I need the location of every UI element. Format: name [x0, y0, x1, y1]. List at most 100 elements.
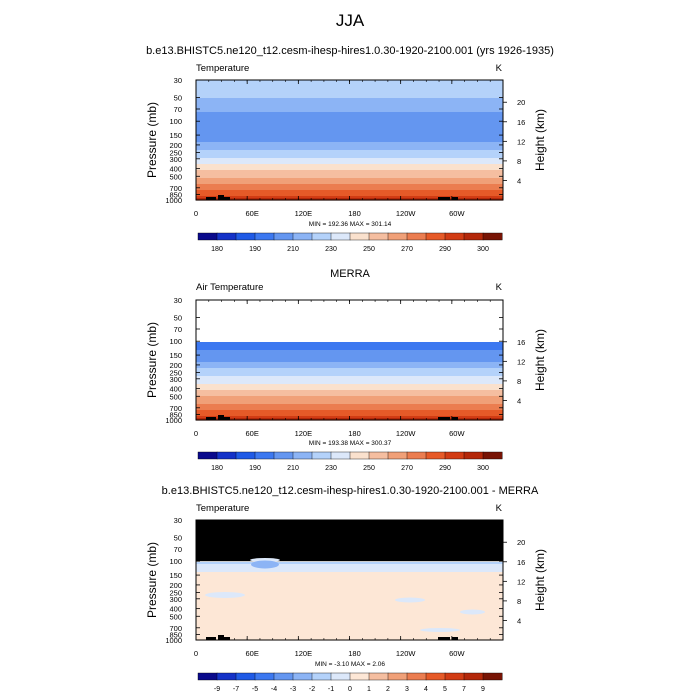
colorbar-swatch	[444, 672, 465, 681]
contour-band	[196, 570, 503, 573]
contour-band	[196, 588, 503, 591]
x-tick-label: 180	[348, 649, 361, 658]
colorbar-swatch	[368, 451, 389, 460]
colorbar-swatch	[330, 451, 351, 460]
contour-band	[196, 146, 503, 149]
contour-band	[196, 102, 503, 105]
colorbar-swatch	[197, 232, 218, 241]
contour-band	[196, 98, 503, 101]
contour-band	[196, 164, 503, 167]
colorbar-swatch	[482, 672, 503, 681]
contour-band	[196, 610, 503, 613]
anomaly-patch	[251, 560, 279, 569]
contour-band	[196, 360, 503, 363]
contour-band	[196, 628, 503, 631]
contour-band	[196, 568, 503, 571]
anomaly-patch	[460, 609, 485, 615]
colorbar-swatch	[463, 672, 484, 681]
contour-band	[196, 398, 503, 401]
x-tick-label: 120W	[396, 429, 417, 438]
contour-band	[196, 90, 503, 93]
contour-band	[196, 170, 503, 173]
contour-band	[196, 358, 503, 361]
contour-band	[196, 618, 503, 621]
colorbar-swatch	[292, 672, 313, 681]
colorbar-label: -4	[271, 686, 277, 693]
contour-band	[196, 184, 503, 187]
contour-band	[196, 410, 503, 413]
y-tick-label: 200	[169, 581, 182, 590]
y2-axis-label: Height (km)	[533, 549, 547, 611]
topography	[452, 637, 458, 640]
y-tick-label: 850	[169, 630, 182, 639]
contour-band	[196, 384, 503, 387]
y2-axis-label: Height (km)	[533, 329, 547, 391]
contour-band	[196, 86, 503, 89]
colorbar-label: 9	[481, 686, 485, 693]
colorbar-label: 5	[443, 686, 447, 693]
height-tick-label: 16	[517, 558, 525, 567]
topography	[218, 415, 224, 420]
y2-axis-label: Height (km)	[533, 109, 547, 171]
contour-band	[196, 634, 503, 637]
contour-band	[196, 602, 503, 605]
contour-band	[196, 630, 503, 633]
contour-band	[196, 372, 503, 375]
colorbar-swatch	[254, 672, 275, 681]
topography	[224, 417, 230, 420]
y-tick-label: 250	[169, 369, 182, 378]
x-tick-label: 60E	[245, 649, 258, 658]
contour-band	[196, 346, 503, 349]
y-tick-label: 850	[169, 190, 182, 199]
y-tick-label: 500	[169, 612, 182, 621]
contour-band	[196, 356, 503, 359]
contour-band	[196, 172, 503, 175]
colorbar-label: 3	[405, 686, 409, 693]
colorbar-swatch	[273, 232, 294, 241]
contour-band	[196, 594, 503, 597]
x-tick-label: 120W	[396, 649, 417, 658]
colorbar-swatch	[482, 232, 503, 241]
colorbar-label: 300	[477, 465, 489, 472]
colorbar-swatch	[387, 232, 408, 241]
contour-band	[196, 182, 503, 185]
contour-band	[196, 412, 503, 415]
contour-band	[196, 574, 503, 577]
colorbar-label: 230	[325, 465, 337, 472]
contour-band	[196, 140, 503, 143]
contour-band	[196, 114, 503, 117]
colorbar-label: 0	[348, 686, 352, 693]
units-label: K	[496, 503, 503, 514]
colorbar-swatch	[197, 672, 218, 681]
y-tick-label: 500	[169, 392, 182, 401]
colorbar-swatch	[425, 232, 446, 241]
colorbar-label: 190	[249, 246, 261, 253]
contour-band	[196, 616, 503, 619]
y-tick-label: 400	[169, 385, 182, 394]
contour-band	[196, 612, 503, 615]
contour-band	[196, 104, 503, 107]
contour-band	[196, 194, 503, 197]
contour-band	[196, 392, 503, 395]
height-tick-label: 20	[517, 98, 525, 107]
contour-band	[196, 354, 503, 357]
y-tick-label: 700	[169, 624, 182, 633]
colorbar: 180 190 210 230 250 270 290 300	[197, 451, 503, 472]
colorbar-label: 230	[325, 246, 337, 253]
contour-band	[196, 632, 503, 635]
y-tick-label: 150	[169, 131, 182, 140]
contour-band	[196, 92, 503, 95]
contour-band	[196, 608, 503, 611]
colorbar-swatch	[235, 672, 256, 681]
y-tick-label: 700	[169, 184, 182, 193]
x-tick-label: 60E	[245, 429, 258, 438]
x-tick-label: 60E	[245, 209, 258, 218]
contour-band	[196, 350, 503, 353]
contour-band	[196, 576, 503, 579]
y-tick-label: 400	[169, 605, 182, 614]
colorbar-swatch	[235, 451, 256, 460]
y-tick-label: 150	[169, 571, 182, 580]
y-tick-label: 100	[169, 337, 182, 346]
height-tick-label: 16	[517, 338, 525, 347]
